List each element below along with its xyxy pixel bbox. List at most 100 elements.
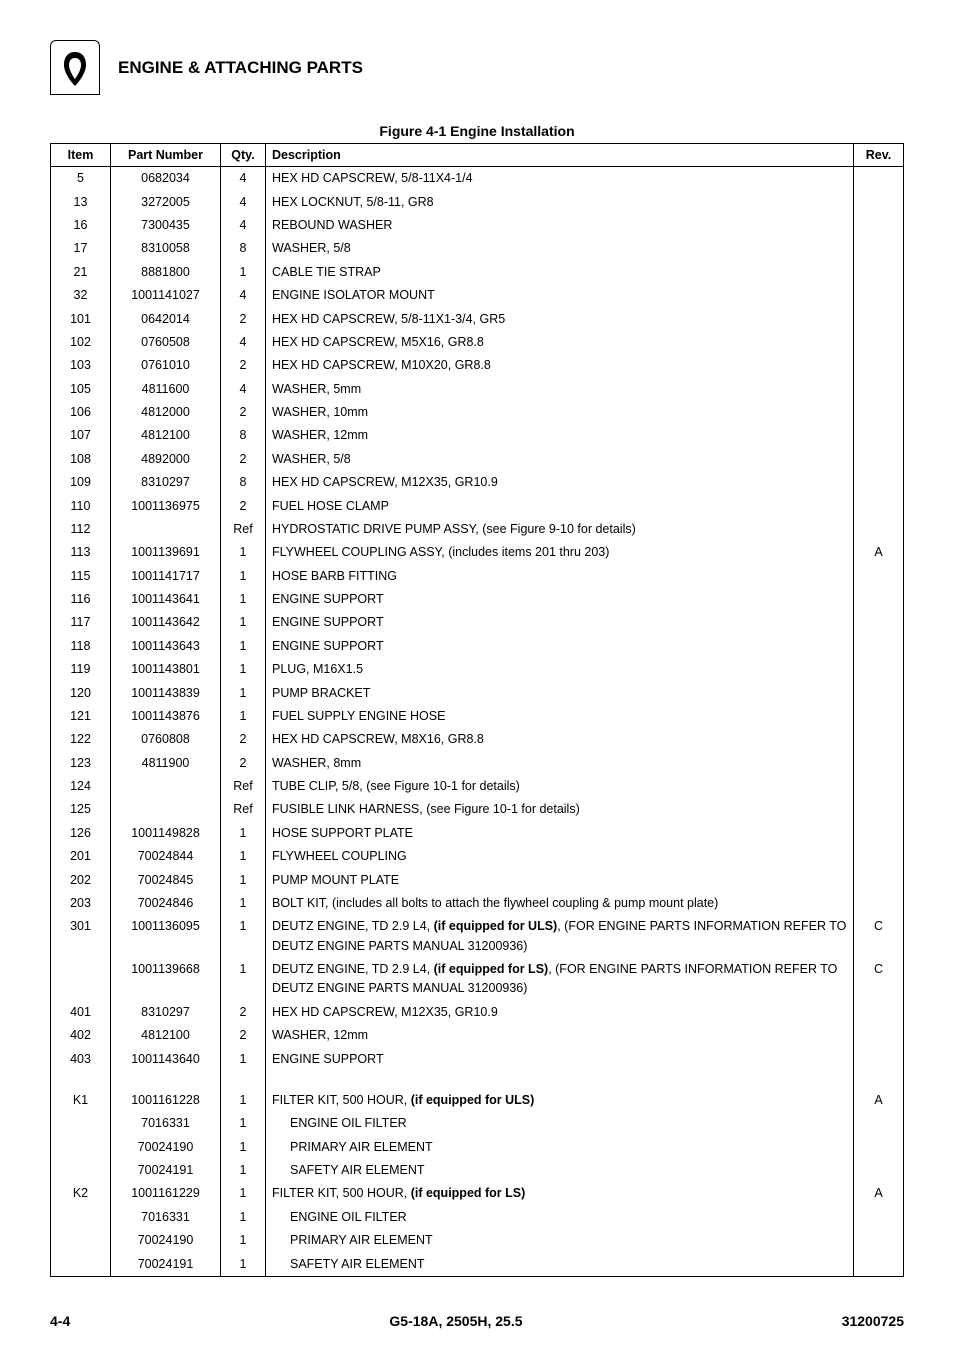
cell-desc: WASHER, 12mm: [266, 424, 854, 447]
cell-qty: 2: [221, 308, 266, 331]
cell-qty: 2: [221, 495, 266, 518]
table-row: 202700248451PUMP MOUNT PLATE: [51, 869, 904, 892]
cell-qty: 2: [221, 401, 266, 424]
cell-item: 201: [51, 845, 111, 868]
cell-rev: [854, 308, 904, 331]
cell-part: 0642014: [111, 308, 221, 331]
cell-desc: FUSIBLE LINK HARNESS, (see Figure 10-1 f…: [266, 798, 854, 821]
cell-qty: 4: [221, 284, 266, 307]
cell-item: 112: [51, 518, 111, 541]
cell-item: [51, 1136, 111, 1159]
cell-part: 1001143640: [111, 1048, 221, 1071]
cell-qty: 1: [221, 1253, 266, 1277]
cell-rev: A: [854, 1182, 904, 1205]
cell-desc: TUBE CLIP, 5/8, (see Figure 10-1 for det…: [266, 775, 854, 798]
cell-item: 102: [51, 331, 111, 354]
table-row: 201700248441FLYWHEEL COUPLING: [51, 845, 904, 868]
cell-item: 5: [51, 167, 111, 191]
cell-desc: FLYWHEEL COUPLING: [266, 845, 854, 868]
cell-rev: [854, 518, 904, 541]
table-row: 10848920002WASHER, 5/8: [51, 448, 904, 471]
footer-page-number: 4-4: [50, 1313, 70, 1329]
table-row: 11610011436411ENGINE SUPPORT: [51, 588, 904, 611]
cell-qty: 8: [221, 424, 266, 447]
cell-item: 105: [51, 378, 111, 401]
cell-desc: WASHER, 5mm: [266, 378, 854, 401]
cell-qty: Ref: [221, 798, 266, 821]
table-row: 12348119002WASHER, 8mm: [51, 752, 904, 775]
cell-rev: [854, 1024, 904, 1047]
table-row: 124RefTUBE CLIP, 5/8, (see Figure 10-1 f…: [51, 775, 904, 798]
cell-part: [111, 798, 221, 821]
cell-part: 70024191: [111, 1159, 221, 1182]
table-row: 11510011417171HOSE BARB FITTING: [51, 565, 904, 588]
cell-part: 1001143641: [111, 588, 221, 611]
table-header-row: Item Part Number Qty. Description Rev.: [51, 144, 904, 167]
cell-qty: 2: [221, 448, 266, 471]
col-header-desc: Description: [266, 144, 854, 167]
cell-item: 107: [51, 424, 111, 447]
cell-desc: HEX HD CAPSCREW, M5X16, GR8.8: [266, 331, 854, 354]
table-row: 1783100588WASHER, 5/8: [51, 237, 904, 260]
cell-part: 70024844: [111, 845, 221, 868]
cell-rev: [854, 191, 904, 214]
table-row: 1673004354REBOUND WASHER: [51, 214, 904, 237]
cell-rev: [854, 167, 904, 191]
table-row: 11310011396911FLYWHEEL COUPLING ASSY, (i…: [51, 541, 904, 564]
cell-part: 4811600: [111, 378, 221, 401]
cell-part: 0760808: [111, 728, 221, 751]
cell-desc: FILTER KIT, 500 HOUR, (if equipped for U…: [266, 1089, 854, 1112]
cell-rev: [854, 401, 904, 424]
cell-desc: PLUG, M16X1.5: [266, 658, 854, 681]
cell-qty: 1: [221, 658, 266, 681]
table-row: 1332720054HEX LOCKNUT, 5/8-11, GR8: [51, 191, 904, 214]
cell-rev: [854, 1048, 904, 1071]
cell-part: 0761010: [111, 354, 221, 377]
table-row: 506820344HEX HD CAPSCREW, 5/8-11X4-1/4: [51, 167, 904, 191]
page-footer: 4-4 G5-18A, 2505H, 25.5 31200725: [50, 1313, 904, 1329]
cell-item: 32: [51, 284, 111, 307]
cell-desc: HEX HD CAPSCREW, 5/8-11X1-3/4, GR5: [266, 308, 854, 331]
cell-part: 8310297: [111, 471, 221, 494]
cell-rev: [854, 798, 904, 821]
table-row: 700241911SAFETY AIR ELEMENT: [51, 1253, 904, 1277]
section-title: ENGINE & ATTACHING PARTS: [118, 58, 363, 78]
cell-desc: PRIMARY AIR ELEMENT: [266, 1229, 854, 1252]
cell-item: 115: [51, 565, 111, 588]
cell-qty: 4: [221, 167, 266, 191]
cell-qty: Ref: [221, 518, 266, 541]
cell-qty: 4: [221, 191, 266, 214]
cell-qty: 4: [221, 378, 266, 401]
cell-part: 1001136095: [111, 915, 221, 958]
table-row: 11710011436421ENGINE SUPPORT: [51, 611, 904, 634]
cell-rev: [854, 682, 904, 705]
cell-rev: [854, 611, 904, 634]
cell-qty: 1: [221, 1136, 266, 1159]
cell-rev: [854, 237, 904, 260]
cell-desc: ENGINE OIL FILTER: [266, 1206, 854, 1229]
cell-item: 101: [51, 308, 111, 331]
cell-item: 122: [51, 728, 111, 751]
cell-item: 126: [51, 822, 111, 845]
cell-qty: 2: [221, 1001, 266, 1024]
cell-desc: REBOUND WASHER: [266, 214, 854, 237]
cell-desc: SAFETY AIR ELEMENT: [266, 1253, 854, 1277]
cell-part: 70024846: [111, 892, 221, 915]
table-row: 10748121008WASHER, 12mm: [51, 424, 904, 447]
table-row: 30110011360951DEUTZ ENGINE, TD 2.9 L4, (…: [51, 915, 904, 958]
table-row: 40248121002WASHER, 12mm: [51, 1024, 904, 1047]
cell-desc: ENGINE SUPPORT: [266, 611, 854, 634]
cell-desc: WASHER, 10mm: [266, 401, 854, 424]
table-row: 125RefFUSIBLE LINK HARNESS, (see Figure …: [51, 798, 904, 821]
cell-desc: ENGINE SUPPORT: [266, 1048, 854, 1071]
cell-part: 3272005: [111, 191, 221, 214]
cell-desc: ENGINE SUPPORT: [266, 635, 854, 658]
logo-icon: [50, 40, 100, 95]
cell-rev: [854, 728, 904, 751]
cell-part: 4892000: [111, 448, 221, 471]
cell-rev: [854, 775, 904, 798]
cell-part: 70024845: [111, 869, 221, 892]
table-row: 3210011410274ENGINE ISOLATOR MOUNT: [51, 284, 904, 307]
cell-qty: Ref: [221, 775, 266, 798]
cell-rev: [854, 892, 904, 915]
